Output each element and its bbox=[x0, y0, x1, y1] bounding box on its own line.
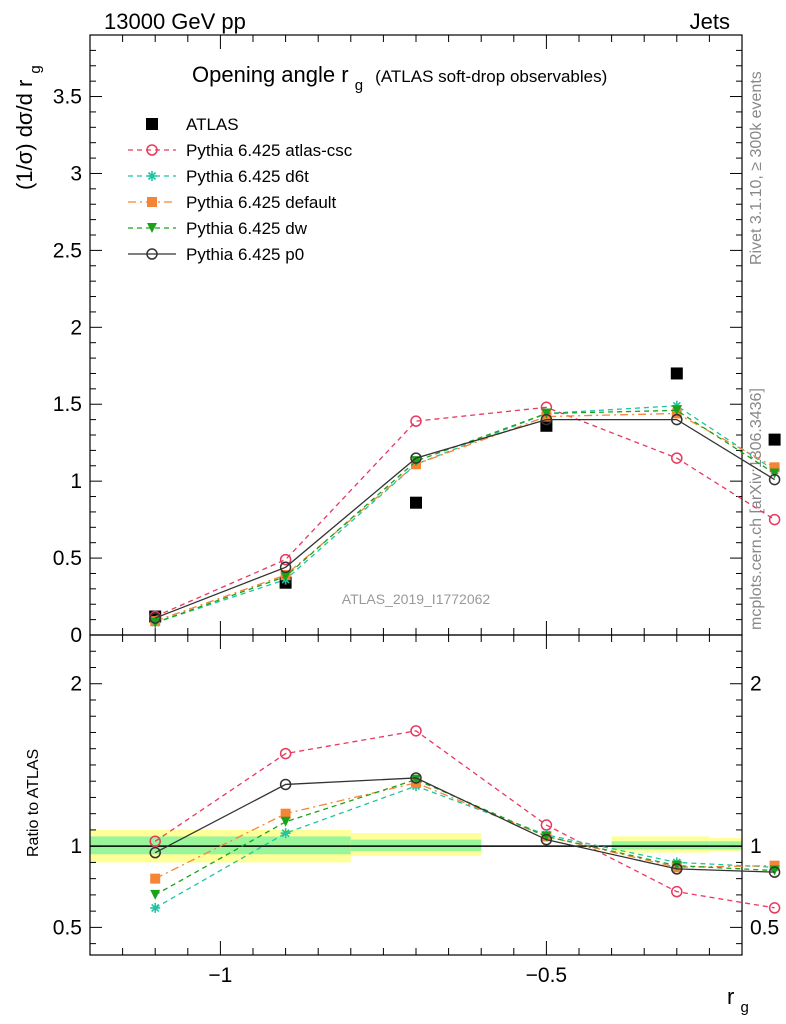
data-point-pythia-6-425-p0 bbox=[279, 778, 292, 791]
data-point-pythia-6-425-p0 bbox=[149, 846, 161, 859]
ratio-y-tick-label: 0.5 bbox=[53, 916, 82, 939]
x-tick-label: −0.5 bbox=[526, 964, 567, 987]
data-point-pythia-6-425-p0 bbox=[768, 473, 781, 486]
plot-title: Opening angle r g (ATLAS soft-drop obser… bbox=[192, 62, 607, 95]
data-point-pythia-6-425-atlas-csc bbox=[671, 452, 683, 464]
ratio-panel: 0.5 0.5 1 1 2 2 −1 −0.5 bbox=[53, 634, 781, 987]
legend-marker-pythia-6-425-atlas-csc bbox=[146, 144, 158, 156]
main-y-tick-label: 3 bbox=[70, 162, 82, 185]
legend-label-pythia-6-425-d6t: Pythia 6.425 d6t bbox=[186, 167, 309, 186]
data-point-pythia-6-425-atlas-csc bbox=[768, 513, 781, 526]
main-y-tick-label: 2 bbox=[70, 316, 82, 339]
analysis-label: ATLAS_2019_I1772062 bbox=[342, 591, 491, 607]
main-y-axis-label: (1/σ) dσ/d r g bbox=[12, 65, 44, 190]
data-point-pythia-6-425-dw bbox=[541, 831, 552, 842]
header-category-label: Jets bbox=[690, 9, 730, 34]
data-point-pythia-6-425-dw bbox=[411, 774, 421, 785]
legend-label-pythia-6-425-dw: Pythia 6.425 dw bbox=[186, 219, 308, 238]
main-y-tick-label: 0.5 bbox=[53, 547, 82, 570]
ratio-y-axis-label: Ratio to ATLAS bbox=[25, 749, 42, 857]
ratio-y-tick-label-right: 1 bbox=[750, 835, 762, 858]
data-point-pythia-6-425-p0 bbox=[540, 413, 553, 426]
x-axis-label: r g bbox=[727, 984, 749, 1016]
data-point-pythia-6-425-p0 bbox=[410, 772, 422, 784]
data-point-pythia-6-425-atlas-csc bbox=[279, 747, 292, 760]
data-point-pythia-6-425-dw bbox=[411, 456, 421, 467]
data-point-atlas bbox=[670, 367, 683, 380]
data-point-pythia-6-425-default bbox=[769, 462, 780, 473]
data-point-pythia-6-425-atlas-csc bbox=[768, 902, 781, 914]
ratio-y-tick-label: 2 bbox=[70, 673, 82, 696]
legend-marker-pythia-6-425-p0 bbox=[146, 248, 158, 260]
series-line-pythia-6-425-dw bbox=[154, 409, 775, 624]
legend-marker-pythia-6-425-d6t bbox=[147, 171, 157, 181]
data-point-pythia-6-425-dw bbox=[150, 889, 161, 900]
main-y-axis-label-main: (1/σ) dσ/d r bbox=[12, 80, 37, 190]
uncertainty-band-green bbox=[350, 839, 482, 852]
data-point-pythia-6-425-p0 bbox=[768, 866, 781, 878]
data-point-pythia-6-425-p0 bbox=[410, 452, 422, 464]
series-line-pythia-6-425-default bbox=[154, 412, 775, 622]
main-y-axis-label-sub: g bbox=[27, 65, 44, 73]
legend-marker-pythia-6-425-default bbox=[147, 197, 157, 207]
plot-title-rest: (ATLAS soft-drop observables) bbox=[375, 67, 607, 86]
data-point-pythia-6-425-p0 bbox=[671, 863, 683, 875]
data-point-pythia-6-425-atlas-csc bbox=[671, 885, 683, 898]
legend-marker-atlas bbox=[146, 118, 158, 130]
data-point-pythia-6-425-atlas-csc bbox=[410, 725, 422, 737]
x-tick-label: −1 bbox=[208, 964, 232, 987]
legend-label-atlas: ATLAS bbox=[186, 115, 239, 134]
data-point-pythia-6-425-default bbox=[280, 808, 291, 819]
legend: ATLAS Pythia 6.425 atlas-csc Pythia 6.425 … bbox=[128, 115, 353, 264]
legend-label-pythia-6-425-p0: Pythia 6.425 p0 bbox=[186, 245, 304, 264]
series-line-pythia-6-425-d6t bbox=[154, 785, 775, 909]
data-point-pythia-6-425-dw bbox=[671, 860, 682, 871]
data-point-pythia-6-425-atlas-csc bbox=[279, 553, 292, 566]
main-y-tick-label: 1.5 bbox=[53, 393, 82, 416]
x-axis-label-sub: g bbox=[740, 999, 748, 1016]
uncertainty-band-green bbox=[90, 836, 351, 855]
data-point-pythia-6-425-atlas-csc bbox=[149, 835, 161, 848]
main-y-tick-label: 0 bbox=[70, 624, 82, 647]
series-line-pythia-6-425-dw bbox=[154, 778, 775, 896]
main-y-tick-label: 1 bbox=[70, 470, 82, 493]
plot-title-main: Opening angle r bbox=[192, 62, 349, 87]
data-point-pythia-6-425-dw bbox=[769, 468, 780, 479]
series-line-pythia-6-425-p0 bbox=[154, 418, 775, 619]
data-point-pythia-6-425-dw bbox=[541, 408, 552, 419]
main-y-tick-label: 3.5 bbox=[53, 86, 82, 109]
data-point-atlas bbox=[410, 496, 422, 509]
uncertainty-band-green bbox=[709, 841, 742, 850]
data-point-atlas bbox=[768, 433, 781, 446]
legend-marker-pythia-6-425-dw bbox=[147, 223, 157, 233]
data-point-pythia-6-425-p0 bbox=[540, 833, 553, 846]
data-point-pythia-6-425-p0 bbox=[279, 561, 292, 574]
ratio-y-tick-label: 1 bbox=[70, 835, 82, 858]
data-point-pythia-6-425-default bbox=[150, 873, 161, 884]
mcplots-label: mcplots.cern.ch [arXiv:1306.3436] bbox=[748, 388, 765, 630]
uncertainty-band-green bbox=[611, 841, 710, 850]
data-point-pythia-6-425-d6t bbox=[150, 902, 161, 913]
data-point-pythia-6-425-dw bbox=[280, 571, 291, 582]
series-line-pythia-6-425-atlas-csc bbox=[154, 730, 775, 909]
ratio-y-tick-label-right: 0.5 bbox=[750, 916, 779, 939]
ratio-y-tick-label-right: 2 bbox=[750, 673, 762, 696]
legend-label-pythia-6-425-default: Pythia 6.425 default bbox=[186, 193, 337, 212]
data-point-pythia-6-425-p0 bbox=[149, 612, 161, 624]
legend-label-pythia-6-425-atlas-csc: Pythia 6.425 atlas-csc bbox=[186, 141, 353, 160]
plot-title-sub: g bbox=[355, 77, 363, 94]
header-process-label: 13000 GeV pp bbox=[104, 9, 246, 34]
data-point-pythia-6-425-atlas-csc bbox=[410, 415, 422, 427]
data-point-pythia-6-425-d6t bbox=[280, 828, 291, 839]
rivet-version-label: Rivet 3.1.10, ≥ 300k events bbox=[748, 71, 765, 265]
data-point-pythia-6-425-dw bbox=[280, 816, 291, 827]
data-point-pythia-6-425-dw bbox=[671, 405, 682, 416]
series-line-pythia-6-425-atlas-csc bbox=[154, 406, 775, 618]
x-axis-label-main: r bbox=[727, 984, 734, 1009]
data-point-pythia-6-425-p0 bbox=[671, 413, 683, 426]
series-line-pythia-6-425-p0 bbox=[154, 777, 775, 873]
main-y-tick-label: 2.5 bbox=[53, 239, 82, 262]
